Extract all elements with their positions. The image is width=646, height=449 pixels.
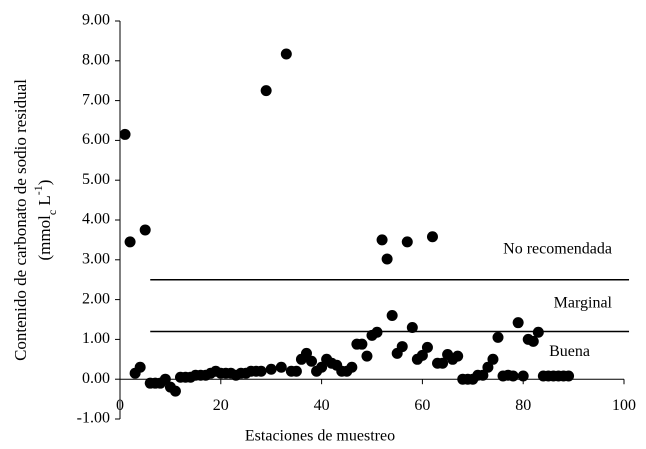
data-point [381,253,393,265]
data-point [169,385,181,397]
y-unit-part: L [35,195,54,210]
data-point [396,341,408,353]
data-point [406,321,418,333]
data-point [517,370,529,382]
data-point [492,331,504,343]
y-unit-part: -1 [31,185,45,195]
data-point [416,349,428,361]
y-tick-label: 2.00 [82,290,110,307]
data-point [401,236,413,248]
x-tick-label: 60 [414,397,430,414]
data-point [527,335,539,347]
y-tick-label: 7.00 [82,91,110,108]
y-unit-part: (mmol [35,215,54,261]
x-tick-label: 0 [116,397,124,414]
y-axis-unit: (mmolc L-1) [31,180,59,261]
y-tick-label: 3.00 [82,250,110,267]
data-point [426,231,438,243]
data-point [134,361,146,373]
data-point [265,363,277,375]
data-point [275,361,287,373]
zone-label: Marginal [554,294,613,311]
data-point [280,48,292,60]
data-point [437,357,449,369]
data-point [124,236,136,248]
data-point [300,347,312,359]
x-axis-label: Estaciones de muestreo [245,428,395,445]
data-point [139,224,151,236]
y-tick-label: -1.00 [77,410,110,427]
data-point [386,310,398,322]
y-tick-label: 4.00 [82,211,110,228]
data-point [487,353,499,365]
data-point [361,350,373,362]
data-point [255,365,267,377]
data-point [507,370,519,382]
data-point [477,369,489,381]
y-tick-label: 0.00 [82,370,110,387]
zone-label: No recomendada [503,240,612,257]
x-tick-label: 80 [515,397,531,414]
y-unit-part: c [45,210,59,215]
y-tick-label: 9.00 [82,12,110,29]
data-point [512,317,524,329]
y-tick-label: 6.00 [82,131,110,148]
data-point [316,361,328,373]
data-point [159,373,171,385]
data-point [260,85,272,97]
data-point [482,361,494,373]
data-point [290,365,302,377]
x-tick-label: 20 [213,397,229,414]
y-tick-label: 1.00 [82,330,110,347]
data-point [119,128,131,140]
data-point [371,326,383,338]
data-point [346,361,358,373]
zone-label: Buena [549,343,590,360]
data-point [532,326,544,338]
y-unit-part: ) [35,180,54,186]
y-tick-label: 8.00 [82,51,110,68]
x-tick-label: 40 [314,397,330,414]
data-point [376,234,388,246]
data-point [356,338,368,350]
data-point [452,350,464,362]
data-point [563,370,575,382]
data-point [421,341,433,353]
x-tick-label: 100 [612,397,636,414]
y-tick-label: 5.00 [82,171,110,188]
data-point [306,355,318,367]
y-axis-label: Contenido de carbonato de sodio residual [11,79,30,361]
